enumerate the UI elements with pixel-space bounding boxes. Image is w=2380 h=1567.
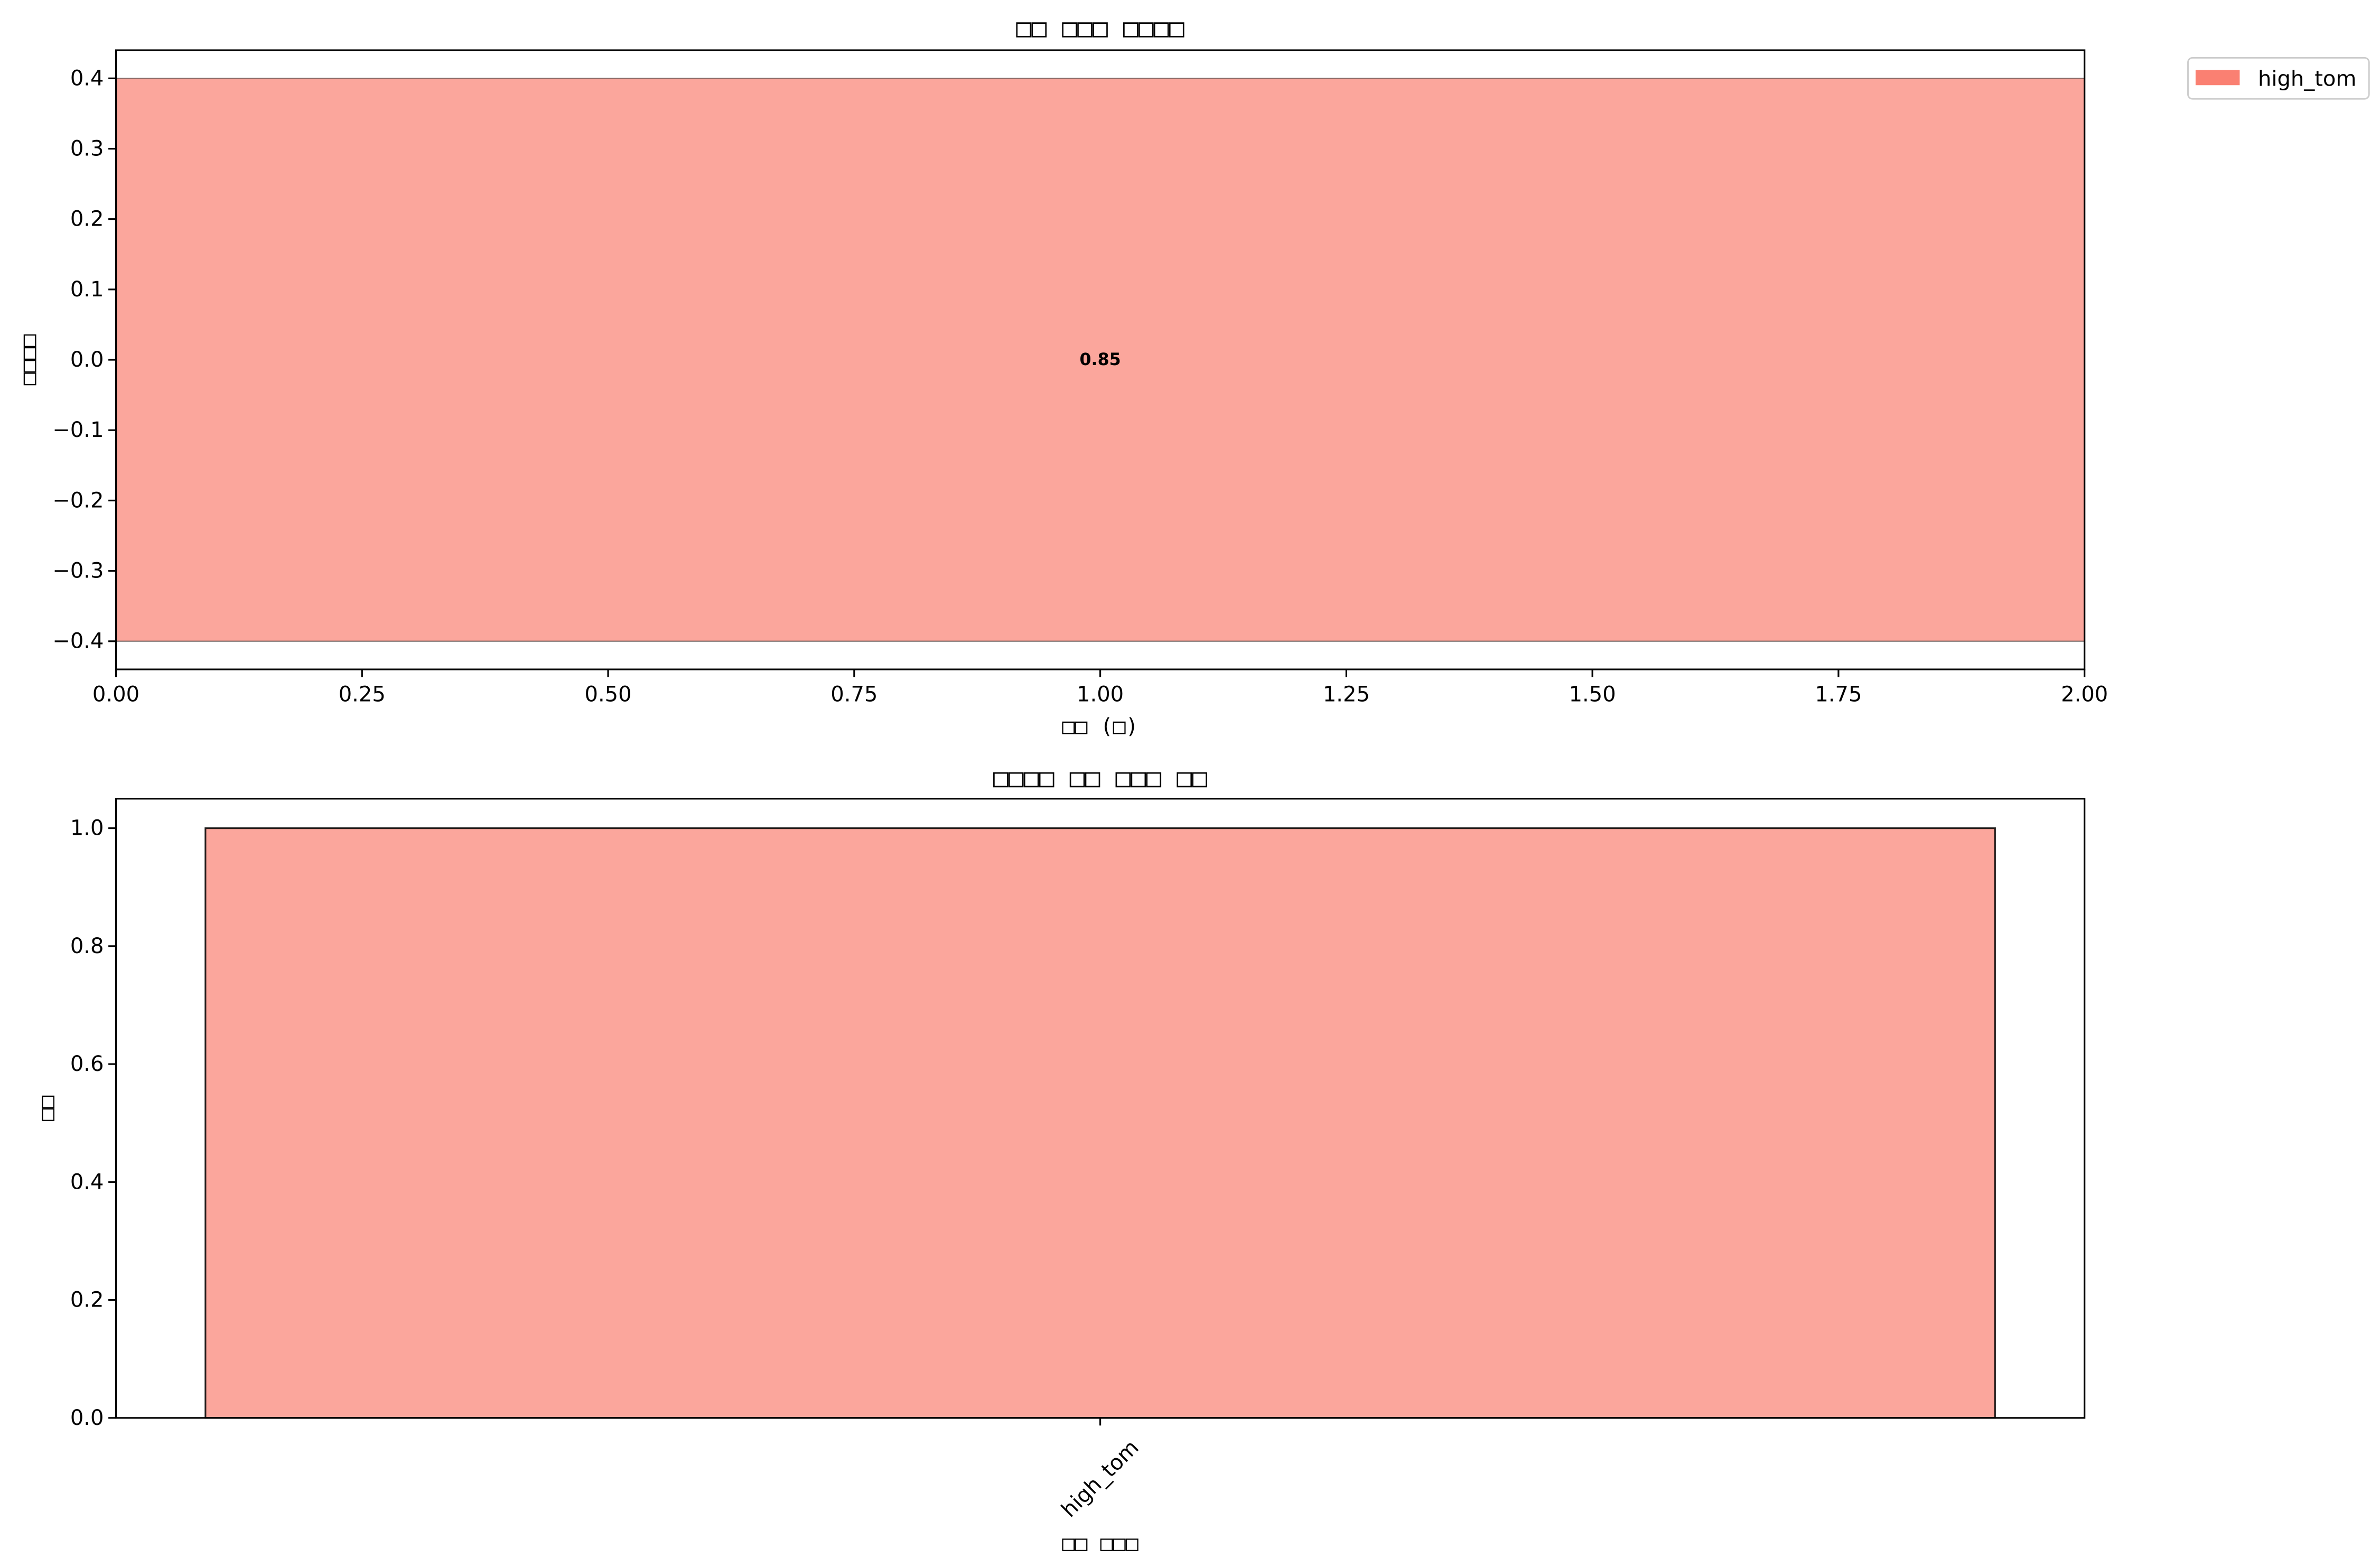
timeline-plot-area: 0.85 [115, 78, 2085, 642]
y-tick-label: −0.3 [52, 559, 104, 583]
timeline-chart: □□ □□□ □□□□ 0.85 −0.4 −0.3 −0.2 −0.1 0.0 0.1 0… [16, 13, 2370, 739]
x-tick-label: 1.25 [1323, 683, 1370, 707]
bar-y-axis-label: □□ [34, 1096, 59, 1121]
y-tick-label: 0.0 [70, 348, 104, 372]
legend-label: high_tom [2258, 67, 2356, 91]
timeline-y-axis-label: □□□□ [16, 334, 41, 385]
x-tick-label: 1.00 [1077, 683, 1124, 707]
x-tick-label: 0.00 [92, 683, 139, 707]
bar-plot-area [204, 827, 1996, 1419]
y-tick-label: −0.1 [52, 418, 104, 442]
y-tick-label: 0.1 [70, 277, 104, 302]
x-tick-label: 0.25 [339, 683, 386, 707]
y-tick-label: 0.6 [70, 1052, 104, 1076]
bar-y-axis: 0.0 0.2 0.4 0.6 0.8 1.0 [70, 816, 116, 1430]
timeline-segment [115, 78, 2085, 642]
x-tick-label: 0.75 [830, 683, 878, 707]
segment-score-label: 0.85 [1080, 350, 1121, 369]
y-tick-label: 0.2 [70, 207, 104, 231]
x-tick-label: 1.50 [1569, 683, 1616, 707]
y-tick-label: 0.4 [70, 1170, 104, 1194]
y-tick-label: −0.4 [52, 629, 104, 654]
timeline-x-axis-label: □□ (□) [1062, 714, 1138, 739]
y-tick-label: 0.4 [70, 66, 104, 90]
x-tick-label: 2.00 [2061, 683, 2108, 707]
timeline-x-axis: 0.00 0.25 0.50 0.75 1.00 1.25 1.50 1.75 2.00 [92, 669, 2108, 707]
bar-x-axis-label: □□ □□□ [1062, 1531, 1138, 1555]
y-tick-label: −0.2 [52, 488, 104, 512]
legend-swatch [2195, 70, 2240, 86]
x-tick-label: 1.75 [1815, 683, 1862, 707]
y-tick-label: 0.2 [70, 1288, 104, 1312]
timeline-chart-title: □□ □□□ □□□□ [1016, 13, 1184, 43]
bar [204, 827, 1996, 1419]
y-tick-label: 0.0 [70, 1406, 104, 1430]
legend: high_tom [2187, 57, 2370, 100]
y-tick-label: 1.0 [70, 816, 104, 841]
timeline-y-axis: −0.4 −0.3 −0.2 −0.1 0.0 0.1 0.2 0.3 0.4 [52, 66, 116, 654]
y-tick-label: 0.3 [70, 136, 104, 161]
bar-chart-title: □□□□ □□ □□□ □□ [993, 763, 1207, 793]
x-tick-label: 0.50 [584, 683, 631, 707]
legend-frame [2187, 57, 2370, 100]
y-tick-label: 0.8 [70, 934, 104, 958]
